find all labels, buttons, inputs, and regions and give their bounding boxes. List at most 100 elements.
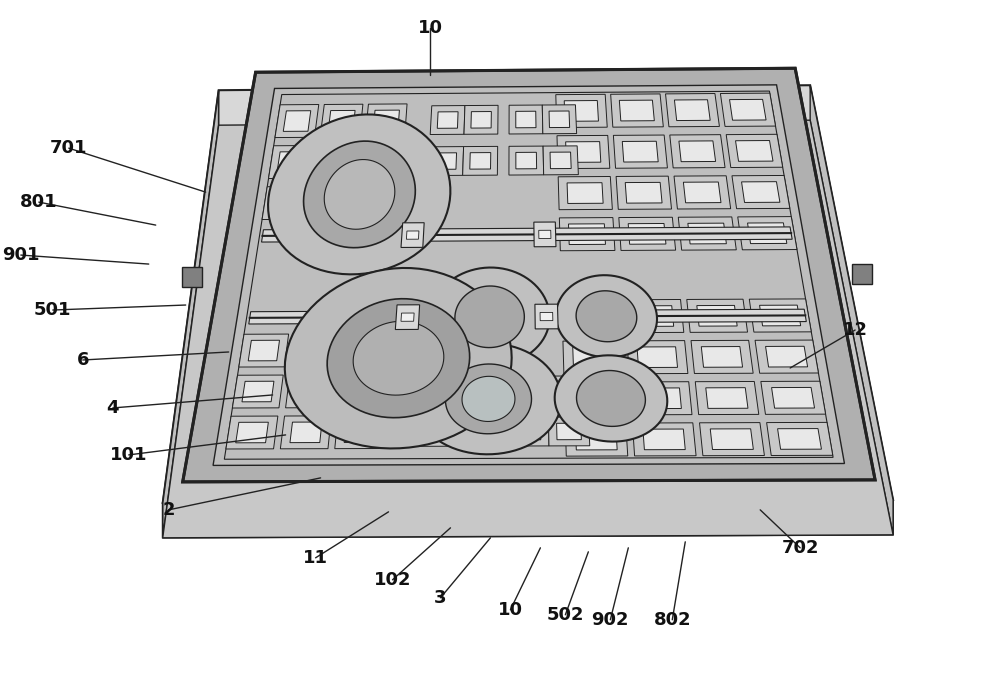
Polygon shape	[674, 176, 731, 209]
Polygon shape	[455, 286, 524, 347]
Text: 11: 11	[303, 549, 328, 567]
Polygon shape	[422, 424, 447, 440]
Polygon shape	[516, 424, 541, 440]
Polygon shape	[738, 217, 797, 250]
Polygon shape	[628, 224, 666, 244]
Polygon shape	[328, 110, 355, 131]
Polygon shape	[736, 141, 773, 161]
Polygon shape	[508, 376, 548, 405]
Polygon shape	[697, 305, 737, 326]
Polygon shape	[163, 120, 893, 538]
Polygon shape	[557, 423, 581, 440]
Polygon shape	[634, 306, 674, 326]
Polygon shape	[748, 223, 787, 243]
Polygon shape	[550, 152, 571, 169]
Polygon shape	[632, 423, 696, 456]
Polygon shape	[742, 182, 780, 203]
Polygon shape	[163, 500, 893, 538]
Polygon shape	[778, 428, 821, 449]
Polygon shape	[445, 364, 532, 434]
Polygon shape	[183, 68, 875, 482]
Polygon shape	[318, 192, 346, 213]
Polygon shape	[566, 141, 601, 163]
Polygon shape	[271, 192, 300, 214]
Polygon shape	[424, 383, 448, 399]
Polygon shape	[557, 135, 610, 169]
Text: 4: 4	[107, 399, 119, 417]
Polygon shape	[643, 429, 685, 449]
Polygon shape	[761, 381, 826, 414]
Polygon shape	[315, 146, 359, 178]
Polygon shape	[428, 147, 464, 175]
Polygon shape	[430, 267, 550, 366]
Text: 801: 801	[20, 193, 58, 211]
Polygon shape	[720, 93, 776, 126]
Polygon shape	[670, 135, 725, 168]
Polygon shape	[226, 416, 278, 449]
Polygon shape	[248, 340, 280, 361]
Polygon shape	[324, 160, 395, 229]
Polygon shape	[470, 152, 491, 169]
Polygon shape	[559, 218, 615, 251]
Polygon shape	[679, 141, 716, 162]
Polygon shape	[361, 145, 404, 178]
Polygon shape	[710, 429, 753, 449]
Polygon shape	[406, 231, 419, 239]
Polygon shape	[730, 99, 766, 120]
Polygon shape	[755, 340, 818, 373]
Polygon shape	[556, 382, 580, 398]
Polygon shape	[640, 388, 681, 409]
Text: 502: 502	[547, 606, 584, 624]
Polygon shape	[576, 429, 617, 450]
Polygon shape	[283, 111, 311, 131]
Polygon shape	[463, 382, 487, 399]
Text: 2: 2	[162, 501, 175, 519]
Polygon shape	[304, 141, 415, 248]
Polygon shape	[462, 376, 515, 422]
Polygon shape	[683, 182, 721, 203]
Polygon shape	[344, 422, 376, 443]
Polygon shape	[286, 375, 335, 408]
Polygon shape	[415, 377, 456, 405]
Polygon shape	[562, 300, 620, 333]
Polygon shape	[295, 381, 326, 402]
Polygon shape	[516, 152, 537, 169]
Polygon shape	[163, 90, 219, 538]
Polygon shape	[619, 218, 676, 250]
Polygon shape	[516, 112, 536, 128]
Text: 802: 802	[653, 611, 691, 629]
Polygon shape	[348, 381, 379, 401]
Text: 901: 901	[2, 246, 40, 264]
Polygon shape	[401, 223, 424, 248]
Polygon shape	[564, 382, 625, 415]
Polygon shape	[357, 186, 401, 219]
Polygon shape	[269, 146, 313, 179]
Polygon shape	[568, 224, 605, 245]
Polygon shape	[772, 388, 815, 408]
Polygon shape	[571, 306, 610, 326]
Polygon shape	[627, 341, 688, 374]
Polygon shape	[300, 340, 331, 360]
Polygon shape	[534, 222, 556, 247]
Polygon shape	[563, 341, 623, 374]
Polygon shape	[548, 417, 590, 446]
Polygon shape	[567, 183, 603, 203]
Text: 701: 701	[50, 139, 88, 157]
Polygon shape	[666, 94, 719, 126]
Polygon shape	[674, 100, 710, 120]
Polygon shape	[262, 227, 792, 242]
Polygon shape	[509, 105, 543, 134]
Polygon shape	[353, 321, 444, 395]
Polygon shape	[726, 134, 783, 167]
Polygon shape	[565, 423, 628, 456]
Polygon shape	[335, 415, 385, 449]
Polygon shape	[454, 418, 495, 446]
Polygon shape	[182, 267, 202, 287]
Polygon shape	[395, 305, 420, 330]
Polygon shape	[688, 223, 726, 244]
Polygon shape	[401, 313, 414, 321]
Polygon shape	[290, 422, 322, 443]
Text: 10: 10	[498, 600, 523, 619]
Polygon shape	[622, 141, 658, 162]
Text: 501: 501	[34, 301, 72, 319]
